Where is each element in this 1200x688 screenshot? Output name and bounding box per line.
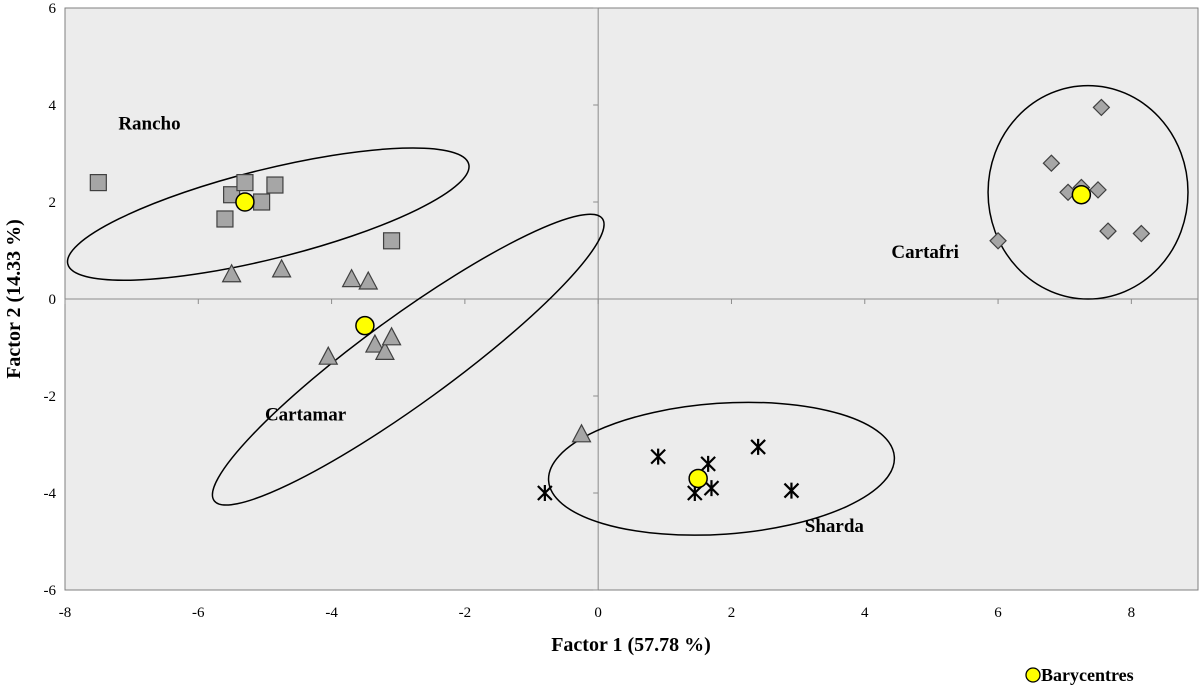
legend-label: Barycentres [1041,665,1134,685]
group-labels: Rancho Cartamar Sharda Cartafri [118,113,959,537]
point-cartafri [1092,98,1111,117]
y-tick-label: -2 [44,389,57,405]
point-cartamar [318,345,339,365]
y-tick-label: -4 [44,486,57,502]
point-sharda [537,485,553,501]
group-label-cartamar: Cartamar [265,404,347,425]
x-tick-label: 8 [1128,605,1136,621]
x-tick-label: -6 [192,605,205,621]
point-sharda [700,455,716,472]
barycentre-cartamar [355,315,375,336]
point-rancho [253,193,271,211]
x-tick-label: 2 [728,605,736,621]
point-sharda [687,485,703,501]
barycentres [235,184,1092,489]
point-rancho [266,176,284,194]
y-axis-title: Factor 2 (14.33 %) [3,219,25,379]
point-cartamar [364,333,385,353]
ellipse-cartamar [211,213,605,506]
point-sharda [750,438,766,455]
group-label-rancho: Rancho [118,113,180,134]
ellipse-rancho [66,147,470,282]
point-cartafri [1042,154,1061,173]
x-tick-label: 0 [594,605,602,621]
y-tick-label: 6 [49,1,57,17]
y-tick-label: 4 [49,98,57,114]
x-tick-label: 6 [994,605,1002,621]
point-cartamar [381,326,402,346]
barycentre-sharda [688,468,708,489]
point-rancho [236,174,254,192]
point-cartamar [571,423,592,443]
point-cartamar [358,270,379,290]
point-cartamar [341,268,362,288]
barycentre-rancho [235,192,255,212]
point-sharda [703,480,720,497]
point-cartamar [374,341,395,360]
ellipse-sharda [547,401,896,536]
confidence-ellipses [66,84,1189,536]
legend-barycentre-marker [1025,667,1041,683]
point-rancho [89,174,107,192]
point-cartafri [1132,224,1151,243]
legend: Barycentres [1025,665,1134,685]
group-label-sharda: Sharda [805,516,865,537]
point-cartamar [221,263,242,283]
x-tick-label: 4 [861,605,869,621]
point-rancho [216,210,234,228]
ellipse-cartafri [987,84,1189,300]
x-axis-title: Factor 1 (57.78 %) [551,634,711,656]
y-tick-label: 2 [49,195,57,211]
point-cartafri [1099,222,1117,240]
group-label-cartafri: Cartafri [891,242,959,263]
x-tick-label: -4 [325,605,338,621]
y-tick-label: 0 [49,292,57,308]
y-tick-label: -6 [44,583,57,599]
point-cartafri [989,231,1007,250]
point-sharda [783,482,800,499]
x-tick-label: -2 [459,605,472,621]
x-tick-label: -8 [59,605,72,621]
data-points [89,98,1151,501]
point-sharda [650,448,666,465]
barycentre-cartafri [1071,184,1092,205]
point-cartamar [271,258,292,278]
point-cartafri [1089,181,1107,199]
point-rancho [382,232,401,250]
